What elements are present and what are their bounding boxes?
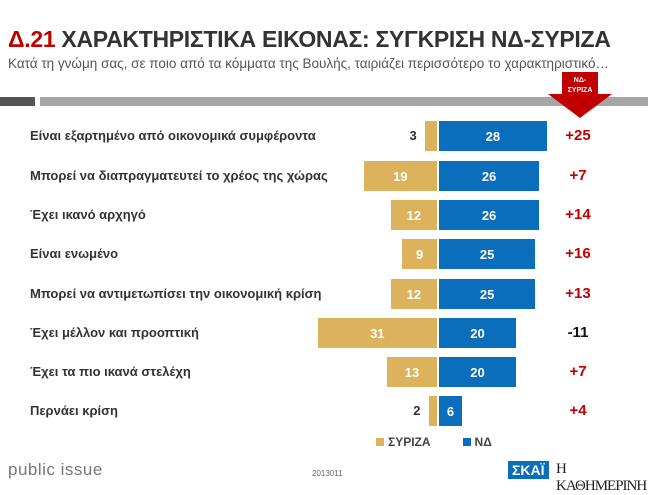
value-label-nd: 6 [446,403,455,419]
skai-logo: ΣΚΑΪ [508,461,549,479]
legend-syriza: ΣΥΡΙΖΑ [376,435,431,449]
value-label-syriza: 19 [393,168,408,184]
value-label-nd: 20 [470,364,485,380]
report-code: 2013011 [312,469,343,478]
value-label-syriza: 9 [416,246,424,262]
bar-syriza [425,121,437,151]
bar-nd: 26 [439,161,540,191]
difference-label: +25 [565,127,591,144]
value-label-nd: 28 [485,128,501,144]
value-label-syriza: 3 [409,128,417,143]
bar-syriza: 31 [317,318,437,348]
brand-logo: public issue [8,460,103,479]
difference-label: -11 [567,324,589,341]
value-label-syriza: 12 [406,286,422,302]
difference-label: +16 [565,245,591,262]
category-label: Είναι εξαρτημένο από οικονομικά συμφέρον… [30,128,316,143]
bar-nd: 20 [439,357,516,387]
bar-nd: 6 [439,396,463,426]
page-title: Δ.21 ΧΑΡΑΚΤΗΡΙΣΤΙΚΑ ΕΙΚΟΝΑΣ: ΣΥΓΚΡΙΣΗ ΝΔ… [8,26,611,52]
value-label-syriza: 2 [413,403,421,418]
bar-syriza: 12 [390,279,437,309]
difference-label: +4 [569,402,587,419]
bar-nd: 20 [439,318,516,348]
category-label: Περνάει κρίση [30,403,118,418]
legend-nd: ΝΔ [462,435,492,449]
bar-syriza: 13 [386,357,437,387]
divider-light [40,97,648,106]
bar-nd: 25 [439,239,536,269]
category-label: Έχει ικανό αρχηγό [30,207,146,222]
value-label-nd: 20 [470,325,485,341]
value-label-nd: 26 [481,168,497,184]
category-label: Μπορεί να αντιμετωπίσει την οικονομική κ… [30,286,322,301]
category-label: Έχει μέλλον και προοπτική [30,325,199,340]
value-label-syriza: 12 [406,207,422,223]
value-label-nd: 25 [479,246,495,262]
difference-label: +7 [569,363,587,380]
difference-label: +14 [565,206,591,223]
kathimerini-logo: Η ΚΑΘΗΜΕΡΙΝΗ [556,461,647,494]
value-label-syriza: 31 [370,325,385,341]
bar-syriza: 19 [363,161,437,191]
arrow-down-icon: ΝΔ- ΣΥΡΙΖΑ [548,72,612,118]
difference-label: +7 [569,167,587,184]
category-label: Έχει τα πιο ικανά στελέχη [30,364,191,379]
bar-syriza [429,396,437,426]
bar-nd: 26 [439,200,540,230]
bar-nd: 25 [439,279,536,309]
value-label-syriza: 13 [404,364,420,380]
legend: ΣΥΡΙΖΑ ΝΔ [376,435,492,449]
value-label-nd: 25 [479,286,495,302]
bar-nd: 28 [439,121,547,151]
bar-syriza: 9 [402,239,437,269]
subtitle: Κατά τη γνώμη σας, σε ποιο από τα κόμματ… [8,56,610,71]
divider-dark [0,97,35,106]
category-label: Είναι ενωμένο [30,246,119,261]
difference-label: +13 [565,285,591,302]
value-label-nd: 26 [481,207,497,223]
bar-syriza: 12 [390,200,437,230]
category-label: Μπορεί να διαπραγματευτεί το χρέος της χ… [30,168,328,183]
